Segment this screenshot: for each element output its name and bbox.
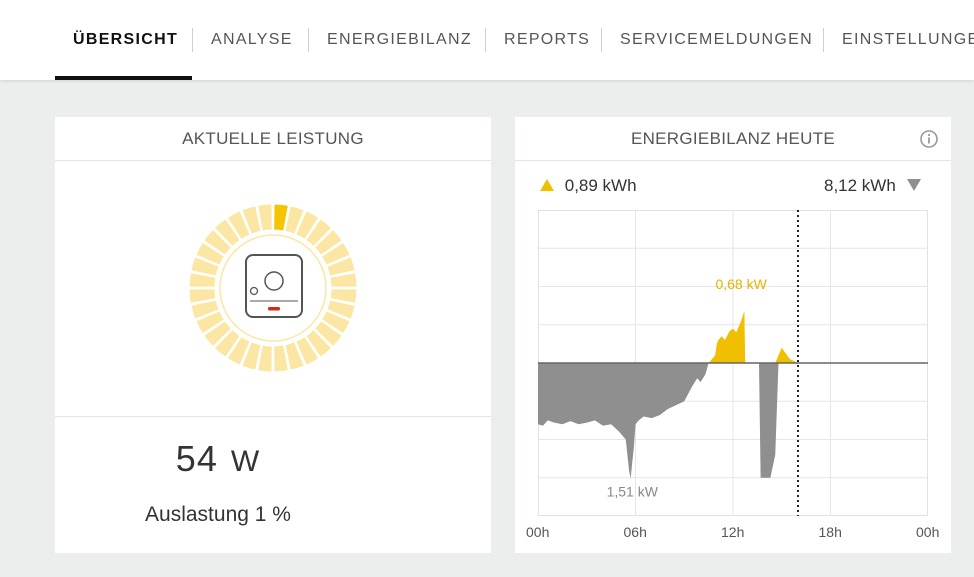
power-number: 54 <box>175 438 218 479</box>
energy-balance-chart: 0,68 kW 1,51 kW <box>538 210 928 516</box>
feed-in-area <box>538 310 798 363</box>
inverter-dial-icon <box>264 271 284 291</box>
power-unit: W <box>230 445 261 478</box>
energy-balance-title: ENERGIEBILANZ HEUTE <box>515 117 951 161</box>
gauge-segment <box>313 320 343 348</box>
x-tick-label: 00h <box>916 524 940 540</box>
power-gauge <box>188 203 358 373</box>
tab-servicemeldungen[interactable]: SERVICEMELDUNGEN <box>620 31 813 48</box>
gauge-segment <box>195 310 226 335</box>
x-tick-label: 12h <box>721 524 745 540</box>
feed-in-summary: 0,89 kWh <box>540 176 637 196</box>
gauge-segment <box>226 210 251 241</box>
peak-consumption-label: 1,51 kW <box>607 484 659 500</box>
utilization-value: 1 % <box>254 503 291 526</box>
consumption-value: 8,12 kWh <box>824 176 896 195</box>
tab-separator <box>192 28 193 52</box>
tab-analyse[interactable]: ANALYSE <box>211 31 293 48</box>
gauge-segment <box>326 256 356 277</box>
gauge-segment <box>329 272 358 288</box>
triangle-up-icon <box>540 179 554 191</box>
x-tick-label: 18h <box>818 524 842 540</box>
tab-separator <box>601 28 602 52</box>
gauge-segment <box>273 344 289 373</box>
gauge-segment <box>241 205 262 235</box>
tab-separator <box>823 28 824 52</box>
gauge-segment <box>295 335 320 366</box>
tab-energiebilanz[interactable]: ENERGIEBILANZ <box>327 31 472 48</box>
current-power-title: AKTUELLE LEISTUNG <box>55 117 491 161</box>
tab-reports[interactable]: REPORTS <box>504 31 591 48</box>
gauge-segment <box>305 328 333 358</box>
info-icon[interactable] <box>919 129 939 149</box>
gauge-segment <box>226 335 251 366</box>
gauge-segment <box>188 272 217 288</box>
peak-feed-in-label: 0,68 kW <box>715 276 767 292</box>
active-tab-indicator <box>55 76 192 80</box>
gauge-segment <box>284 341 305 371</box>
gauge-segment-active <box>273 203 289 232</box>
gauge-segment <box>190 256 220 277</box>
gauge-segment <box>313 228 343 256</box>
tab-separator <box>485 28 486 52</box>
gauge-segment <box>320 241 351 266</box>
divider <box>55 416 491 417</box>
gauge-segment <box>190 299 220 320</box>
gauge-segment <box>213 218 241 248</box>
tab-einstellungen[interactable]: EINSTELLUNGE <box>842 31 974 48</box>
gauge-segment <box>284 205 305 235</box>
current-power-value: 54 W <box>0 438 436 480</box>
gauge-segment <box>257 203 273 232</box>
gauge-segment <box>195 241 226 266</box>
gauge-segment <box>329 288 358 304</box>
utilization-label: Auslastung <box>145 503 249 526</box>
triangle-down-icon <box>906 179 921 191</box>
gauge-segment <box>203 320 233 348</box>
top-navigation: ÜBERSICHT ANALYSE ENERGIEBILANZ REPORTS … <box>0 0 974 80</box>
gauge-segment <box>320 310 351 335</box>
gauge-segment <box>213 328 241 358</box>
x-tick-label: 00h <box>526 524 550 540</box>
feed-in-value: 0,89 kWh <box>564 176 637 195</box>
tab-separator <box>308 28 309 52</box>
consumption-summary: 8,12 kWh <box>824 176 921 196</box>
tab-uebersicht[interactable]: ÜBERSICHT <box>73 31 179 48</box>
inverter-button-icon <box>249 286 259 296</box>
gauge-segment <box>295 210 320 241</box>
gauge-segment <box>257 344 273 373</box>
gauge-segment <box>241 341 262 371</box>
consumption-area <box>538 363 798 479</box>
utilization: Auslastung 1 % <box>0 503 436 527</box>
gauge-segment <box>305 218 333 248</box>
gauge-segment <box>188 288 217 304</box>
gauge-segment <box>203 228 233 256</box>
x-tick-label: 06h <box>623 524 647 540</box>
inverter-status-led <box>268 307 280 311</box>
gauge-segment <box>326 299 356 320</box>
